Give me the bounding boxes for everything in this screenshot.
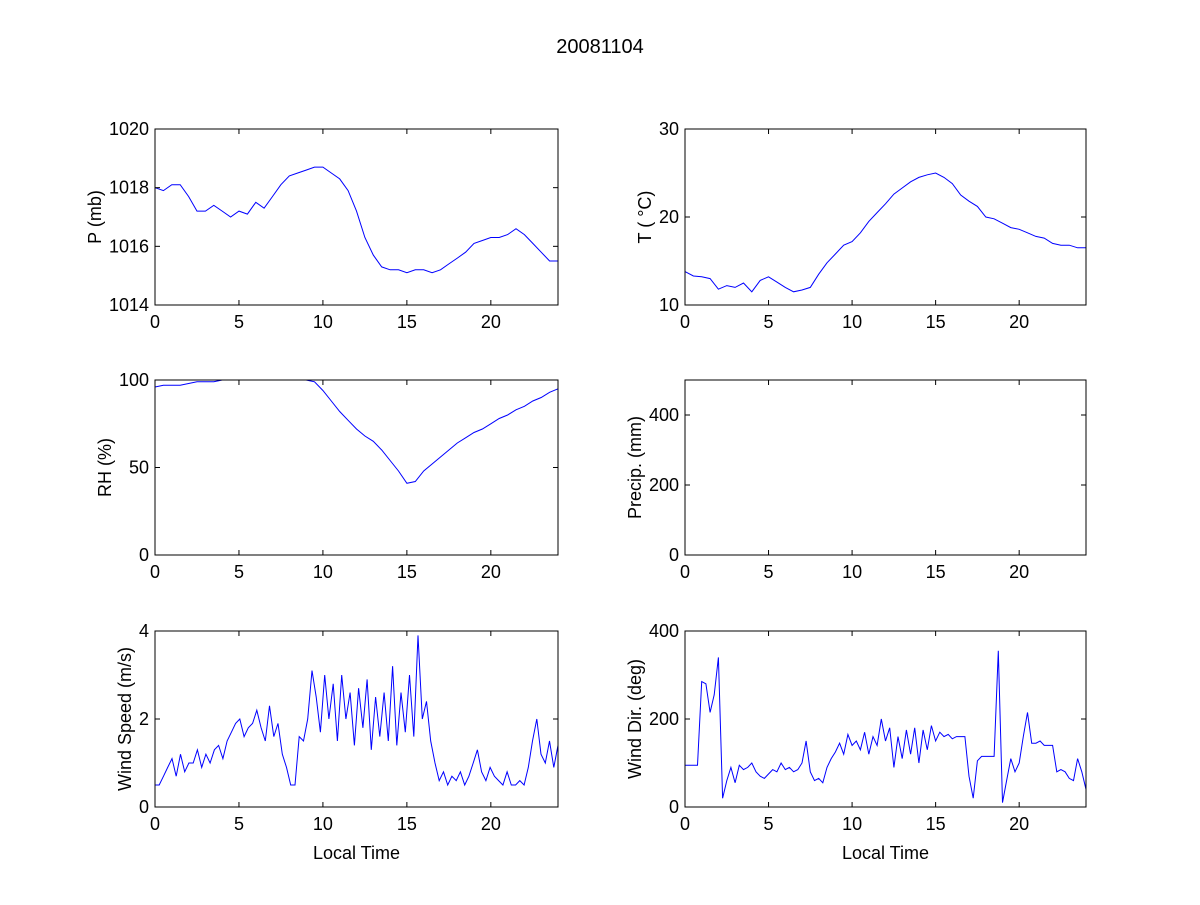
y-tick-label: 0 [669,797,679,817]
y-tick-label: 200 [649,709,679,729]
x-tick-label: 15 [926,814,946,834]
x-tick-label: 0 [150,312,160,332]
y-axis-label: P (mb) [85,190,105,244]
pressure-axes-box [154,128,559,306]
x-tick-label: 0 [150,814,160,834]
x-tick-label: 5 [764,814,774,834]
x-tick-label: 20 [481,562,501,582]
y-tick-label: 1014 [109,295,149,315]
y-tick-label: 4 [139,621,149,641]
x-tick-label: 15 [926,312,946,332]
winddir-series-line [685,650,1087,803]
y-tick-label: 0 [139,545,149,565]
x-tick-label: 0 [680,562,690,582]
x-tick-label: 5 [234,312,244,332]
y-tick-label: 10 [659,295,679,315]
x-tick-label: 15 [397,312,417,332]
x-tick-label: 10 [842,562,862,582]
x-tick-label: 20 [481,814,501,834]
x-tick-label: 10 [313,312,333,332]
axes-pressure: 0 5 10 15 20 1014 1016 1018 1020 P (mb) [85,119,559,332]
axes-temperature: 0 5 10 15 20 10 20 30 T ( °C) [635,119,1087,332]
x-tick-label: 10 [842,312,862,332]
temperature-series-line [684,172,1086,293]
precip-axes-box [684,379,1087,556]
x-tick-label: 5 [234,562,244,582]
y-tick-label: 400 [649,405,679,425]
y-axis-label: Precip. (mm) [625,416,645,519]
x-tick-label: 20 [1009,814,1029,834]
x-tick-label: 20 [1009,312,1029,332]
figure-title: 20081104 [556,36,644,58]
y-tick-label: 0 [139,797,149,817]
y-tick-label: 400 [649,621,679,641]
y-axis-label: Wind Dir. (deg) [625,659,645,779]
x-tick-label: 0 [680,312,690,332]
x-tick-label: 20 [481,312,501,332]
y-tick-label: 2 [139,709,149,729]
y-tick-label: 1018 [109,178,149,198]
y-tick-label: 100 [119,370,149,390]
y-axis-label: T ( °C) [635,191,655,244]
x-tick-label: 0 [150,562,160,582]
axes-humidity: 0 5 10 15 20 0 50 100 RH (%) [95,370,559,582]
pressure-series-line [154,166,558,274]
y-tick-label: 1016 [109,236,149,256]
x-tick-label: 20 [1009,562,1029,582]
x-tick-label: 15 [397,814,417,834]
y-tick-label: 20 [659,207,679,227]
y-tick-label: 0 [669,545,679,565]
x-tick-label: 10 [313,814,333,834]
windspeed-series-line [155,635,559,787]
x-tick-label: 15 [926,562,946,582]
x-tick-label: 15 [397,562,417,582]
y-tick-label: 200 [649,475,679,495]
x-tick-label: 10 [842,814,862,834]
y-axis-label: RH (%) [95,438,115,497]
x-tick-label: 0 [680,814,690,834]
x-axis-label: Local Time [842,843,929,863]
x-tick-label: 10 [313,562,333,582]
y-tick-label: 1020 [109,119,149,139]
y-tick-label: 30 [659,119,679,139]
x-tick-label: 5 [764,312,774,332]
y-axis-label: Wind Speed (m/s) [115,647,135,791]
x-axis-label: Local Time [313,843,400,863]
x-tick-label: 5 [234,814,244,834]
x-tick-label: 5 [764,562,774,582]
y-tick-label: 50 [129,458,149,478]
